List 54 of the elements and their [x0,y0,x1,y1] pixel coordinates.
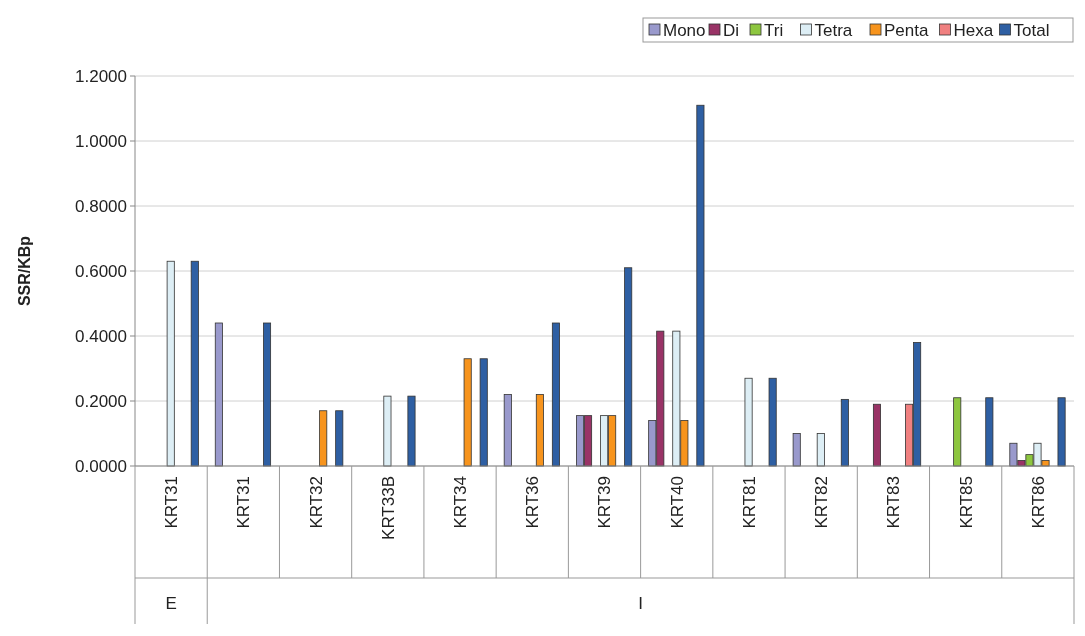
text: E [165,593,177,613]
y-tick-label: 0.6000 [75,261,127,281]
bar [744,377,753,467]
y-tick-label: 0.8000 [75,196,127,216]
bar [407,395,416,467]
bar [166,260,175,467]
legend-label: Tetra [814,20,853,40]
x-tick-label: KRT40 [667,476,687,529]
y-tick-label: 1.0000 [75,131,127,151]
y-tick-label: 1.2000 [75,66,127,86]
text: I [638,593,643,613]
bar [463,358,472,467]
x-tick-label: KRT82 [812,476,832,529]
x-tick-label: KRT83 [884,476,904,529]
bar [840,398,849,467]
bar [624,267,633,467]
x-tick-label: KRT36 [523,476,543,529]
bar [816,433,825,467]
x-tick-label: KRT31 [162,476,182,529]
bar [383,395,392,467]
bar [985,397,994,467]
bar [190,260,199,467]
x-tick-label: KRT34 [450,476,470,529]
legend-label: Hexa [953,20,994,40]
bar [319,410,328,467]
legend-label: Total [1013,20,1050,40]
y-axis-title: SSR/KBp [16,235,33,307]
legend-label: Tri [764,20,784,40]
x-tick-label: KRT32 [306,476,326,529]
x-tick-label: KRT31 [234,476,254,529]
bar [696,104,705,467]
bar [214,322,223,467]
bar [503,394,512,467]
y-tick-label: 0.0000 [75,456,127,476]
bar [1057,397,1066,467]
bar [535,394,544,467]
x-tick-label: KRT39 [595,476,615,529]
x-tick-label: KRT33B [378,476,398,540]
bar [792,433,801,467]
y-tick-label: 0.4000 [75,326,127,346]
bar [479,358,488,467]
y-tick-label: 0.2000 [75,391,127,411]
bar [263,322,272,467]
legend-label: Di [723,20,740,40]
legend-label: Penta [884,20,929,40]
bar [335,410,344,467]
x-tick-label: KRT85 [956,476,976,529]
legend-label: Mono [663,20,706,40]
x-tick-label: KRT81 [739,476,759,529]
bar [953,397,962,467]
x-tick-label: KRT86 [1028,476,1048,529]
bar [551,322,560,467]
bar [768,377,777,467]
bar [872,403,881,467]
